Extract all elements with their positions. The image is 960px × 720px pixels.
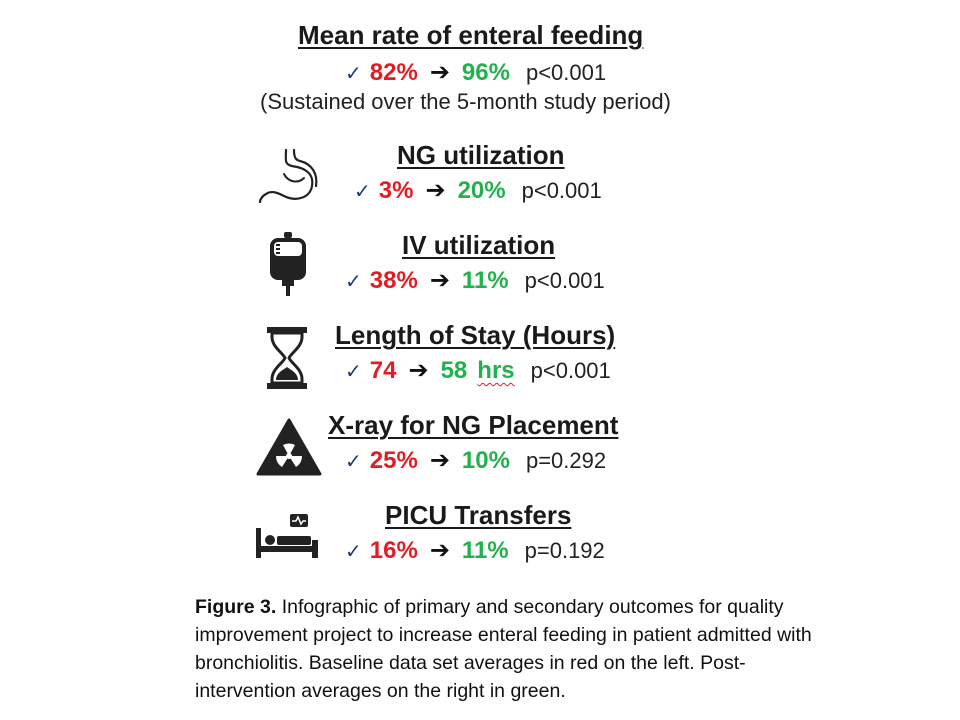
- p-value: p<0.001: [525, 60, 607, 85]
- check-icon: ✓: [345, 539, 362, 563]
- post-intervention-value: 11%: [461, 537, 509, 564]
- outcome-stat-length-of-stay: ✓ 74 ➔ 58 hrs p<0.001: [345, 356, 611, 385]
- outcome-stat-enteral-feeding: ✓ 82% ➔ 96% p<0.001: [345, 58, 606, 87]
- baseline-value: 3%: [378, 177, 414, 204]
- baseline-value: 38%: [369, 267, 418, 294]
- iv-bag-icon: [270, 232, 306, 296]
- baseline-value: 82%: [369, 59, 418, 86]
- p-value: p=0.192: [524, 538, 605, 563]
- check-icon: ✓: [345, 449, 362, 473]
- arrow-right-icon: ➔: [425, 176, 446, 204]
- radiation-icon: [256, 418, 322, 476]
- post-intervention-value: 58: [440, 357, 468, 384]
- baseline-value: 25%: [369, 447, 418, 474]
- post-intervention-value: 20%: [457, 177, 506, 204]
- outcome-stat-iv-utilization: ✓ 38% ➔ 11% p<0.001: [345, 266, 605, 295]
- outcome-title-ng-utilization: NG utilization: [397, 140, 565, 170]
- p-value: p<0.001: [530, 358, 611, 383]
- post-intervention-value: 11%: [461, 267, 509, 294]
- hourglass-icon: [267, 327, 307, 389]
- hospital-bed-icon: [256, 514, 318, 558]
- p-value: p=0.292: [525, 448, 607, 473]
- outcome-title-length-of-stay: Length of Stay (Hours): [335, 320, 616, 350]
- arrow-right-icon: ➔: [408, 356, 429, 384]
- arrow-right-icon: ➔: [429, 58, 450, 86]
- figure-caption-text: Infographic of primary and secondary out…: [195, 596, 812, 702]
- arrow-right-icon: ➔: [429, 446, 450, 474]
- p-value: p<0.001: [521, 178, 602, 203]
- outcome-stat-picu-transfers: ✓ 16% ➔ 11% p=0.192: [345, 536, 605, 565]
- post-intervention-value: 96%: [461, 59, 510, 86]
- stomach-icon: [258, 148, 318, 204]
- outcome-stat-ng-utilization: ✓ 3% ➔ 20% p<0.001: [354, 176, 602, 205]
- check-icon: ✓: [345, 61, 362, 85]
- post-intervention-value: 10%: [461, 447, 510, 474]
- outcome-note: (Sustained over the 5-month study period…: [260, 89, 671, 114]
- check-icon: ✓: [345, 269, 362, 293]
- baseline-value: 74: [369, 357, 397, 384]
- outcome-title-iv-utilization: IV utilization: [402, 230, 556, 260]
- unit-label: hrs: [477, 357, 515, 384]
- figure-label: Figure 3.: [195, 596, 277, 618]
- p-value: p<0.001: [524, 268, 605, 293]
- baseline-value: 16%: [369, 537, 418, 564]
- outcome-title-picu-transfers: PICU Transfers: [385, 500, 572, 530]
- outcome-title-enteral-feeding: Mean rate of enteral feeding: [298, 20, 644, 50]
- outcome-title-xray: X-ray for NG Placement: [328, 410, 619, 440]
- outcome-stat-xray: ✓ 25% ➔ 10% p=0.292: [345, 446, 606, 475]
- figure-caption: Figure 3. Infographic of primary and sec…: [195, 593, 845, 705]
- arrow-right-icon: ➔: [429, 536, 450, 564]
- check-icon: ✓: [345, 359, 362, 383]
- check-icon: ✓: [354, 179, 371, 203]
- arrow-right-icon: ➔: [429, 266, 450, 294]
